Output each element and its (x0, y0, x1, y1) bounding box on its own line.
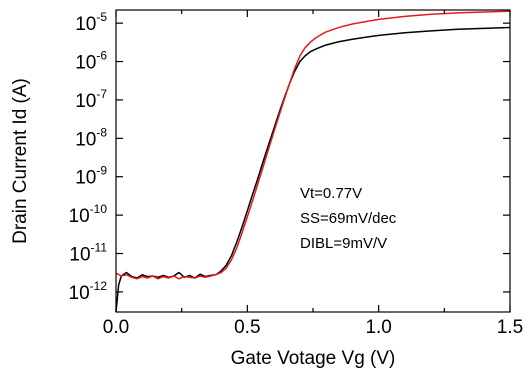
annotation-vt: Vt=0.77V (300, 185, 362, 202)
y-tick-label: 10-6 (75, 49, 107, 74)
ticks-layer (115, 10, 511, 312)
y-tick-label: 10-11 (69, 241, 107, 266)
y-tick-label: 10-10 (69, 202, 108, 227)
y-axis-title: Drain Current Id (A) (10, 78, 31, 244)
x-tick-label: 1.5 (497, 317, 523, 338)
series-line-1 (115, 26, 511, 313)
y-tick-label: 10-5 (75, 10, 107, 35)
tick-labels-layer: 0.0 0.5 1.0 1.5 10-5 10-6 10-7 10-8 10-9 10-10 10-… (69, 10, 524, 338)
y-tick-label: 10-7 (75, 87, 107, 112)
series-layer (115, 10, 511, 313)
y-tick-label: 10-8 (75, 125, 107, 150)
plot-frame (115, 9, 511, 313)
y-tick-label: 10-9 (75, 164, 107, 189)
annotation-block: Vt=0.77V SS=69mV/dec DIBL=9mV/V (300, 185, 397, 252)
annotation-dibl: DIBL=9mV/V (300, 235, 387, 252)
x-tick-label: 0.0 (103, 317, 129, 338)
annotation-ss: SS=69mV/dec (300, 210, 397, 227)
x-axis-title: Gate Votage Vg (V) (231, 348, 396, 369)
x-tick-label: 0.5 (234, 317, 260, 338)
y-tick-label: 10-12 (69, 279, 108, 304)
x-tick-label: 1.0 (365, 317, 391, 338)
series-line-2 (115, 10, 511, 280)
